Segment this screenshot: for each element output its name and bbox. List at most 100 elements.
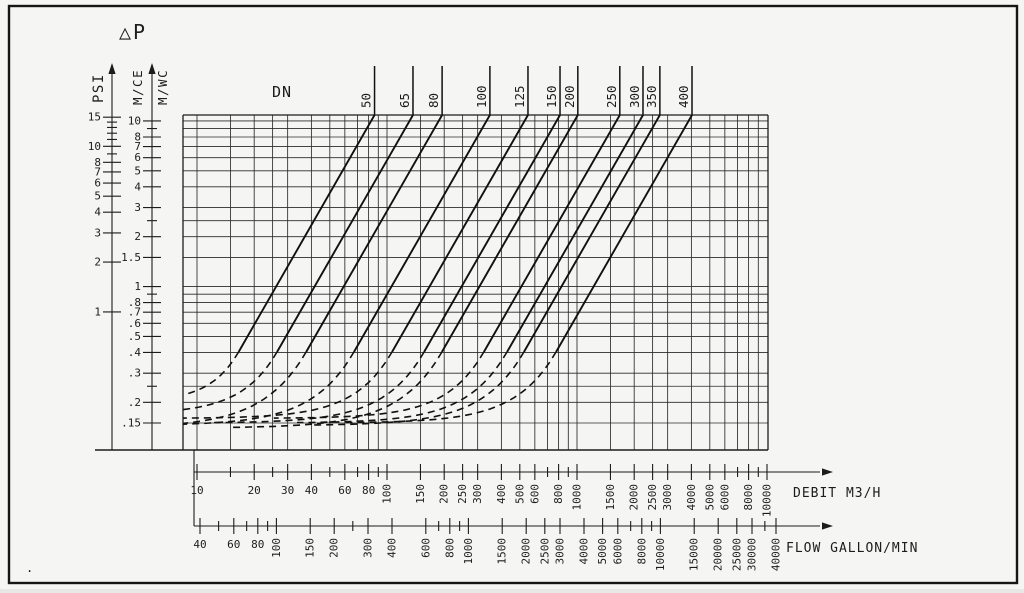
- debit-axis-title: DEBIT M3/H: [793, 486, 881, 501]
- curve-dn-350-dashed: [313, 351, 525, 426]
- psi-tick-label-10: 10: [88, 140, 101, 153]
- debit-tick-label-100: 100: [381, 484, 394, 504]
- debit-tick-label-4000: 4000: [685, 484, 698, 511]
- mwc-tick-label-0.7: .7: [128, 306, 141, 319]
- label-dn-200: 200: [562, 85, 577, 108]
- curve-dn-250-dashed: [273, 351, 485, 419]
- debit-tick-label-2000: 2000: [628, 484, 641, 511]
- flow-tick-label-40: 40: [193, 538, 206, 551]
- curve-dn-400-solid: [555, 114, 693, 353]
- debit-tick-label-5000: 5000: [703, 484, 716, 511]
- flow-tick-label-2000: 2000: [520, 538, 533, 565]
- debit-tick-label-1000: 1000: [571, 484, 584, 511]
- curve-dn-50-dashed: [182, 351, 240, 396]
- left-pressure-scales: 1510876543211087654321.51.8.7.6.5.4.3.2.…: [88, 63, 161, 450]
- flow-tick-label-6000: 6000: [611, 538, 624, 565]
- mwc-tick-label-0.4: .4: [128, 346, 142, 359]
- mwc-tick-label-2: 2: [134, 230, 141, 243]
- flow-arrow-icon: [822, 522, 833, 530]
- curve-dn-100-dashed: [182, 351, 355, 425]
- debit-tick-label-250: 250: [456, 484, 469, 504]
- psi-tick-label-1: 1: [94, 305, 101, 318]
- psi-axis-arrow-icon: [108, 63, 116, 74]
- mwc-tick-label-4: 4: [134, 180, 141, 193]
- mwc-tick-label-0.2: .2: [128, 396, 141, 409]
- flow-tick-label-1500: 1500: [496, 538, 509, 565]
- label-dn-300: 300: [627, 85, 642, 108]
- flow-tick-label-8000: 8000: [635, 538, 648, 565]
- debit-arrow-icon: [822, 468, 833, 476]
- mwc-axis-arrow-icon: [148, 63, 156, 74]
- flow-tick-label-10000: 10000: [654, 538, 667, 571]
- flow-tick-label-300: 300: [362, 538, 375, 558]
- mwc-tick-label-1: 1: [134, 280, 141, 293]
- debit-tick-label-2500: 2500: [646, 484, 659, 511]
- debit-tick-label-800: 800: [552, 484, 565, 504]
- debit-tick-label-60: 60: [338, 484, 351, 497]
- debit-tick-label-600: 600: [528, 484, 541, 504]
- curve-dn-80-dashed: [182, 351, 307, 425]
- flow-tick-label-30000: 30000: [746, 538, 759, 571]
- psi-tick-label-3: 3: [94, 226, 101, 239]
- curve-dn-125-solid: [391, 114, 529, 353]
- curve-dn-125-dashed: [182, 351, 393, 419]
- curve-dn-100-solid: [353, 114, 491, 353]
- debit-tick-label-10: 10: [190, 484, 203, 497]
- psi-tick-label-7: 7: [94, 165, 101, 178]
- debit-tick-label-20: 20: [248, 484, 261, 497]
- mwc-tick-label-0.8: .8: [128, 296, 141, 309]
- mwc-tick-label-1.5: 1.5: [121, 251, 141, 264]
- psi-tick-label-6: 6: [94, 177, 101, 190]
- label-dn-250: 250: [604, 85, 619, 108]
- flow-tick-label-800: 800: [443, 538, 456, 558]
- flow-axis-title: FLOW GALLON/MIN: [786, 541, 918, 556]
- debit-tick-label-3000: 3000: [661, 484, 674, 511]
- psi-scale-title: PSI: [91, 73, 107, 103]
- debit-tick-label-6000: 6000: [718, 484, 731, 511]
- debit-tick-label-1500: 1500: [604, 484, 617, 511]
- curve-dn-50-solid: [237, 114, 376, 353]
- flow-gallon-axis: 40 60 80 100 150 200 300 400 600 800 1000 1500 2000 2…: [193, 518, 833, 571]
- curve-dn-300-dashed: [296, 351, 508, 424]
- debit-m3h-axis: 10 20 30 40 60 80 100 150 200 250 300 400 500 600 800 1…: [190, 450, 833, 526]
- flow-tick-label-20000: 20000: [712, 538, 725, 571]
- chart-title-delta-p: △P: [119, 20, 147, 44]
- debit-tick-label-10000: 10000: [761, 484, 774, 517]
- log-log-grid: [95, 114, 769, 451]
- curve-dn-80-solid: [305, 114, 443, 353]
- debit-tick-label-300: 300: [471, 484, 484, 504]
- mwc-scale-title: M/WC: [155, 69, 170, 105]
- curve-dn-150-dashed: [214, 351, 425, 424]
- curve-dn-65-solid: [276, 114, 414, 353]
- mwc-tick-label-5: 5: [134, 164, 141, 177]
- flow-tick-label-600: 600: [419, 538, 432, 558]
- curve-dn-350-solid: [523, 114, 661, 353]
- label-dn-150: 150: [544, 85, 559, 108]
- flow-tick-label-1000: 1000: [462, 538, 475, 565]
- label-dn-125: 125: [512, 85, 527, 108]
- flow-tick-label-80: 80: [251, 538, 264, 551]
- curve-dn-150-solid: [423, 114, 561, 353]
- flow-tick-label-15000: 15000: [688, 538, 701, 571]
- mwc-tick-label-0.15: .15: [121, 417, 141, 430]
- label-dn-80: 80: [426, 93, 441, 108]
- flow-tick-label-100: 100: [270, 538, 283, 558]
- mwc-tick-label-7: 7: [134, 140, 141, 153]
- outer-border-frame: [7, 4, 1019, 585]
- label-dn-50: 50: [359, 93, 374, 108]
- debit-tick-label-400: 400: [495, 484, 508, 504]
- flow-tick-label-150: 150: [304, 538, 317, 558]
- curve-dn-200-solid: [441, 114, 579, 353]
- debit-tick-label-8000: 8000: [742, 484, 755, 511]
- curve-dn-200-dashed: [231, 351, 443, 429]
- psi-tick-label-15: 15: [88, 111, 101, 124]
- flow-tick-label-25000: 25000: [730, 538, 743, 571]
- mwc-tick-label-0.3: .3: [128, 367, 141, 380]
- debit-tick-label-500: 500: [513, 484, 526, 504]
- flow-tick-label-3000: 3000: [554, 538, 567, 565]
- scan-artifact-dot: .: [26, 561, 33, 575]
- mwc-tick-label-3: 3: [134, 201, 141, 214]
- flow-tick-label-40000: 40000: [769, 538, 782, 571]
- label-dn-350: 350: [644, 85, 659, 108]
